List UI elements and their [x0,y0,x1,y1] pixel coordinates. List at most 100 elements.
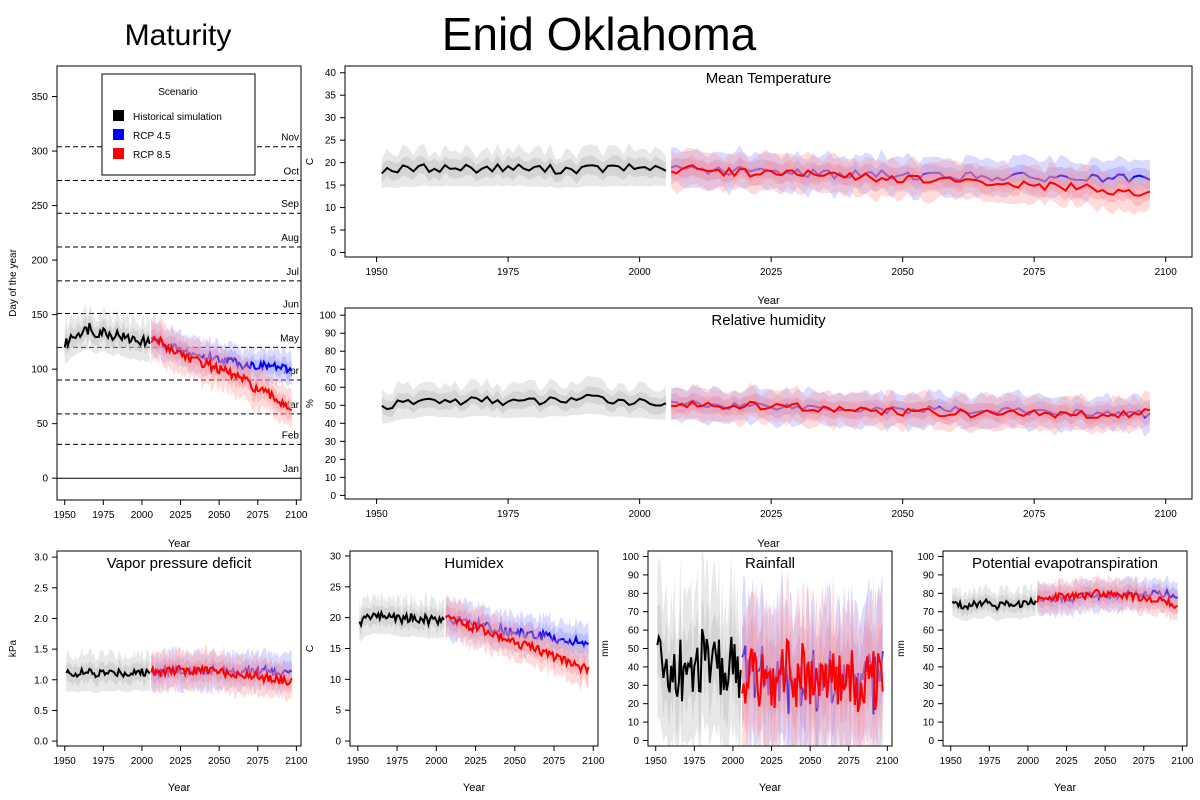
relative-humidity-title: Relative humidity [711,312,826,329]
x-tick-label-2100: 2100 [285,510,308,521]
maturity-panel: Jan Feb Mar Apr May Jun Jul Aug Sep Oct Nov 1950 197… [8,65,308,550]
potential-evapotranspiration-rcp85-band-inner [1037,581,1178,615]
potential-evapotranspiration-historical-band-inner [952,592,1036,618]
relative-humidity-y-label: % [305,399,316,408]
maturity-frame [56,65,302,501]
potential-evapotranspiration-rcp85-band-outer [1037,575,1178,623]
x-tick-label-2025: 2025 [464,756,487,767]
y-tick-label-15: 15 [330,644,342,655]
humidex-rcp45-line [445,613,589,649]
month-label-nov: Nov [281,133,299,144]
month-label-feb: Feb [282,430,300,441]
month-label-aug: Aug [281,233,299,244]
potential-evapotranspiration-y-axis: 0 10 20 30 40 50 60 70 80 90 100 [917,552,943,747]
panels: Jan Feb Mar Apr May Jun Jul Aug Sep Oct Nov 1950 197… [8,65,1194,794]
x-tick-label-2100: 2100 [1155,267,1178,278]
potential-evapotranspiration-y-label: mm [896,640,907,657]
y-tick-label-350: 350 [31,92,48,103]
y-tick-label-60: 60 [923,626,935,637]
maturity-rcp85-band-outer [151,314,292,434]
y-tick-label-10: 10 [325,203,337,214]
x-tick-label-2050: 2050 [208,756,231,767]
x-tick-label-2075: 2075 [838,756,861,767]
potential-evapotranspiration-historical-band-outer [952,582,1036,622]
vapor-pressure-deficit-panel: 1950 1975 2000 2025 2050 2075 2100 0.0 0.5 1.0 1.5… [8,550,308,794]
y-tick-label-80: 80 [325,347,337,358]
y-tick-label-70: 70 [325,365,337,376]
mean-temperature-x-axis: 1950 1975 2000 2025 2050 2075 2100 [365,257,1177,278]
legend-label-1: RCP 4.5 [133,131,171,142]
y-tick-label-30: 30 [325,437,337,448]
y-tick-label-30: 30 [628,681,640,692]
x-tick-label-1975: 1975 [978,756,1001,767]
x-tick-label-2025: 2025 [760,756,783,767]
y-tick-label-25: 25 [325,136,337,147]
y-tick-label-0: 0 [335,737,341,748]
y-tick-label-35: 35 [325,91,337,102]
y-tick-label-20: 20 [325,158,337,169]
y-tick-label-70: 70 [923,607,935,618]
humidex-historical-line [358,608,445,629]
mean-temperature-historical-line [381,162,667,175]
y-tick-label-0: 0 [330,491,336,502]
x-tick-label-2025: 2025 [760,267,783,278]
relative-humidity-historical-band-inner [381,385,666,418]
y-tick-label-15: 15 [325,181,337,192]
rainfall-title: Rainfall [745,555,795,572]
y-tick-label-0: 0 [42,474,48,485]
x-tick-label-2000: 2000 [628,509,651,520]
x-tick-label-1950: 1950 [645,756,668,767]
x-tick-label-1950: 1950 [54,510,77,521]
y-tick-label-200: 200 [31,256,48,267]
maturity-rcp45-band-inner [151,328,292,381]
y-tick-label-20: 20 [923,699,935,710]
x-tick-label-2075: 2075 [1133,756,1156,767]
x-tick-label-2100: 2100 [1171,756,1194,767]
y-tick-label-100: 100 [917,552,934,563]
x-tick-label-2050: 2050 [892,509,915,520]
y-tick-label-60: 60 [325,383,337,394]
x-tick-label-1950: 1950 [365,267,388,278]
y-tick-label-50: 50 [923,644,935,655]
humidex-y-axis: 0 5 10 15 20 25 30 [330,551,350,748]
month-label-sep: Sep [281,199,299,210]
mean-temperature-plot-area [381,143,1151,215]
y-tick-label-2: 2.0 [34,614,48,625]
month-label-jun: Jun [283,300,299,311]
relative-humidity-frame [344,307,1193,500]
maturity-rcp85-band-inner [151,326,292,422]
rainfall-panel: 1950 1975 2000 2025 2050 2075 2100 0 10 20 30 40 50 6… [600,550,899,794]
humidex-y-label: C [305,645,316,652]
legend-swatch-0 [113,110,124,121]
y-tick-label-80: 80 [923,589,935,600]
x-tick-label-1975: 1975 [386,756,409,767]
vapor-pressure-deficit-frame [56,550,302,747]
y-tick-label-250: 250 [31,201,48,212]
potential-evapotranspiration-historical-line [951,596,1037,612]
humidex-rcp85-line [445,614,590,676]
y-tick-label-40: 40 [923,662,935,673]
month-label-apr: Apr [283,366,299,377]
humidex-panel: 1950 1975 2000 2025 2050 2075 2100051015202530… [305,550,605,794]
x-tick-label-2000: 2000 [628,267,651,278]
relative-humidity-x-label: Year [757,538,780,550]
legend-swatch-2 [113,148,124,159]
vapor-pressure-deficit-x-axis: 1950 1975 2000 2025 2050 2075 2100 [54,746,308,767]
maturity-y-axis: 0 50 100 150 200 250 300 350 [31,92,57,485]
vapor-pressure-deficit-x-label: Year [168,782,191,794]
maturity-historical-line [63,322,151,350]
legend-label-0: Historical simulation [133,112,222,123]
mean-temperature-title: Mean Temperature [706,70,832,87]
month-label-jul: Jul [286,267,299,278]
vapor-pressure-deficit-rcp85-line [150,663,293,686]
maturity-y-label: Day of the year [8,248,19,316]
potential-evapotranspiration-x-label: Year [1054,782,1077,794]
x-tick-label-2050: 2050 [1094,756,1117,767]
y-tick-label-30: 30 [325,113,337,124]
y-tick-label-10: 10 [628,718,640,729]
y-tick-label-50: 50 [325,401,337,412]
x-tick-label-2050: 2050 [799,756,822,767]
rainfall-historical-line [656,628,742,702]
y-tick-label-20: 20 [628,699,640,710]
